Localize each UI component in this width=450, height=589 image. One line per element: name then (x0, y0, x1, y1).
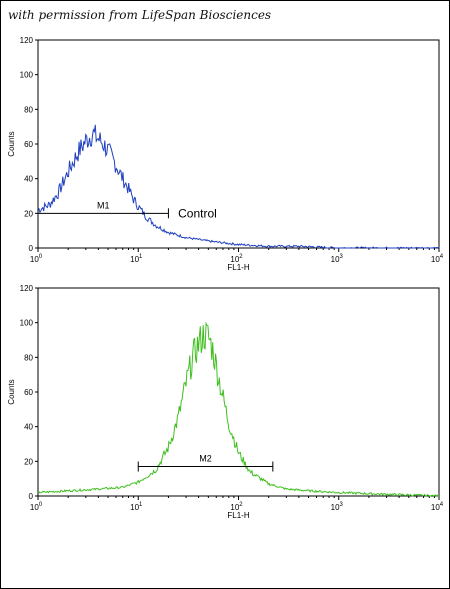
x-tick-exponent: 1 (139, 502, 143, 508)
x-tick-exponent: 1 (139, 254, 143, 260)
x-axis-title: FL1-H (227, 511, 249, 520)
histogram-series-line (37, 321, 439, 497)
x-tick-label: 104 (431, 502, 444, 512)
y-tick-label: 80 (24, 353, 33, 362)
y-axis-title: Counts (7, 131, 16, 156)
x-tick-label: 101 (130, 254, 143, 264)
x-tick-exponent: 3 (340, 502, 344, 508)
plot-area (37, 39, 440, 249)
y-tick-label: 40 (24, 175, 33, 184)
gate-marker-label: M1 (97, 200, 110, 210)
x-tick-exponent: 3 (340, 254, 344, 260)
y-tick-label: 60 (24, 140, 33, 149)
x-tick-exponent: 2 (239, 502, 243, 508)
gate-marker-label: M2 (199, 454, 212, 464)
watermark-text: with permission from LifeSpan Bioscience… (8, 8, 272, 22)
y-tick-label: 120 (20, 36, 34, 45)
annotation-label: Control (178, 206, 217, 220)
x-tick-exponent: 4 (440, 502, 444, 508)
y-tick-label: 60 (24, 388, 33, 397)
x-tick-label: 102 (230, 254, 243, 264)
x-tick-exponent: 0 (39, 502, 43, 508)
x-tick-label: 104 (431, 254, 444, 264)
y-tick-label: 20 (24, 209, 33, 218)
plot-area (37, 287, 440, 497)
y-tick-label: 80 (24, 105, 33, 114)
x-tick-label: 101 (130, 502, 143, 512)
y-axis-title: Counts (7, 379, 16, 404)
x-tick-label: 103 (331, 502, 344, 512)
x-tick-label: 100 (30, 254, 43, 264)
y-tick-label: 20 (24, 457, 33, 466)
y-tick-label: 40 (24, 423, 33, 432)
x-axis-title: FL1-H (227, 263, 249, 272)
histogram-series-line (37, 124, 440, 249)
x-tick-exponent: 0 (39, 254, 43, 260)
x-tick-label: 100 (30, 502, 43, 512)
x-tick-label: 103 (331, 254, 344, 264)
y-tick-label: 0 (29, 244, 34, 253)
x-tick-exponent: 4 (440, 254, 444, 260)
y-tick-label: 100 (20, 71, 34, 80)
y-tick-label: 0 (29, 492, 34, 501)
x-tick-label: 102 (230, 502, 243, 512)
x-tick-exponent: 2 (239, 254, 243, 260)
y-tick-label: 120 (20, 284, 34, 293)
y-tick-label: 100 (20, 319, 34, 328)
